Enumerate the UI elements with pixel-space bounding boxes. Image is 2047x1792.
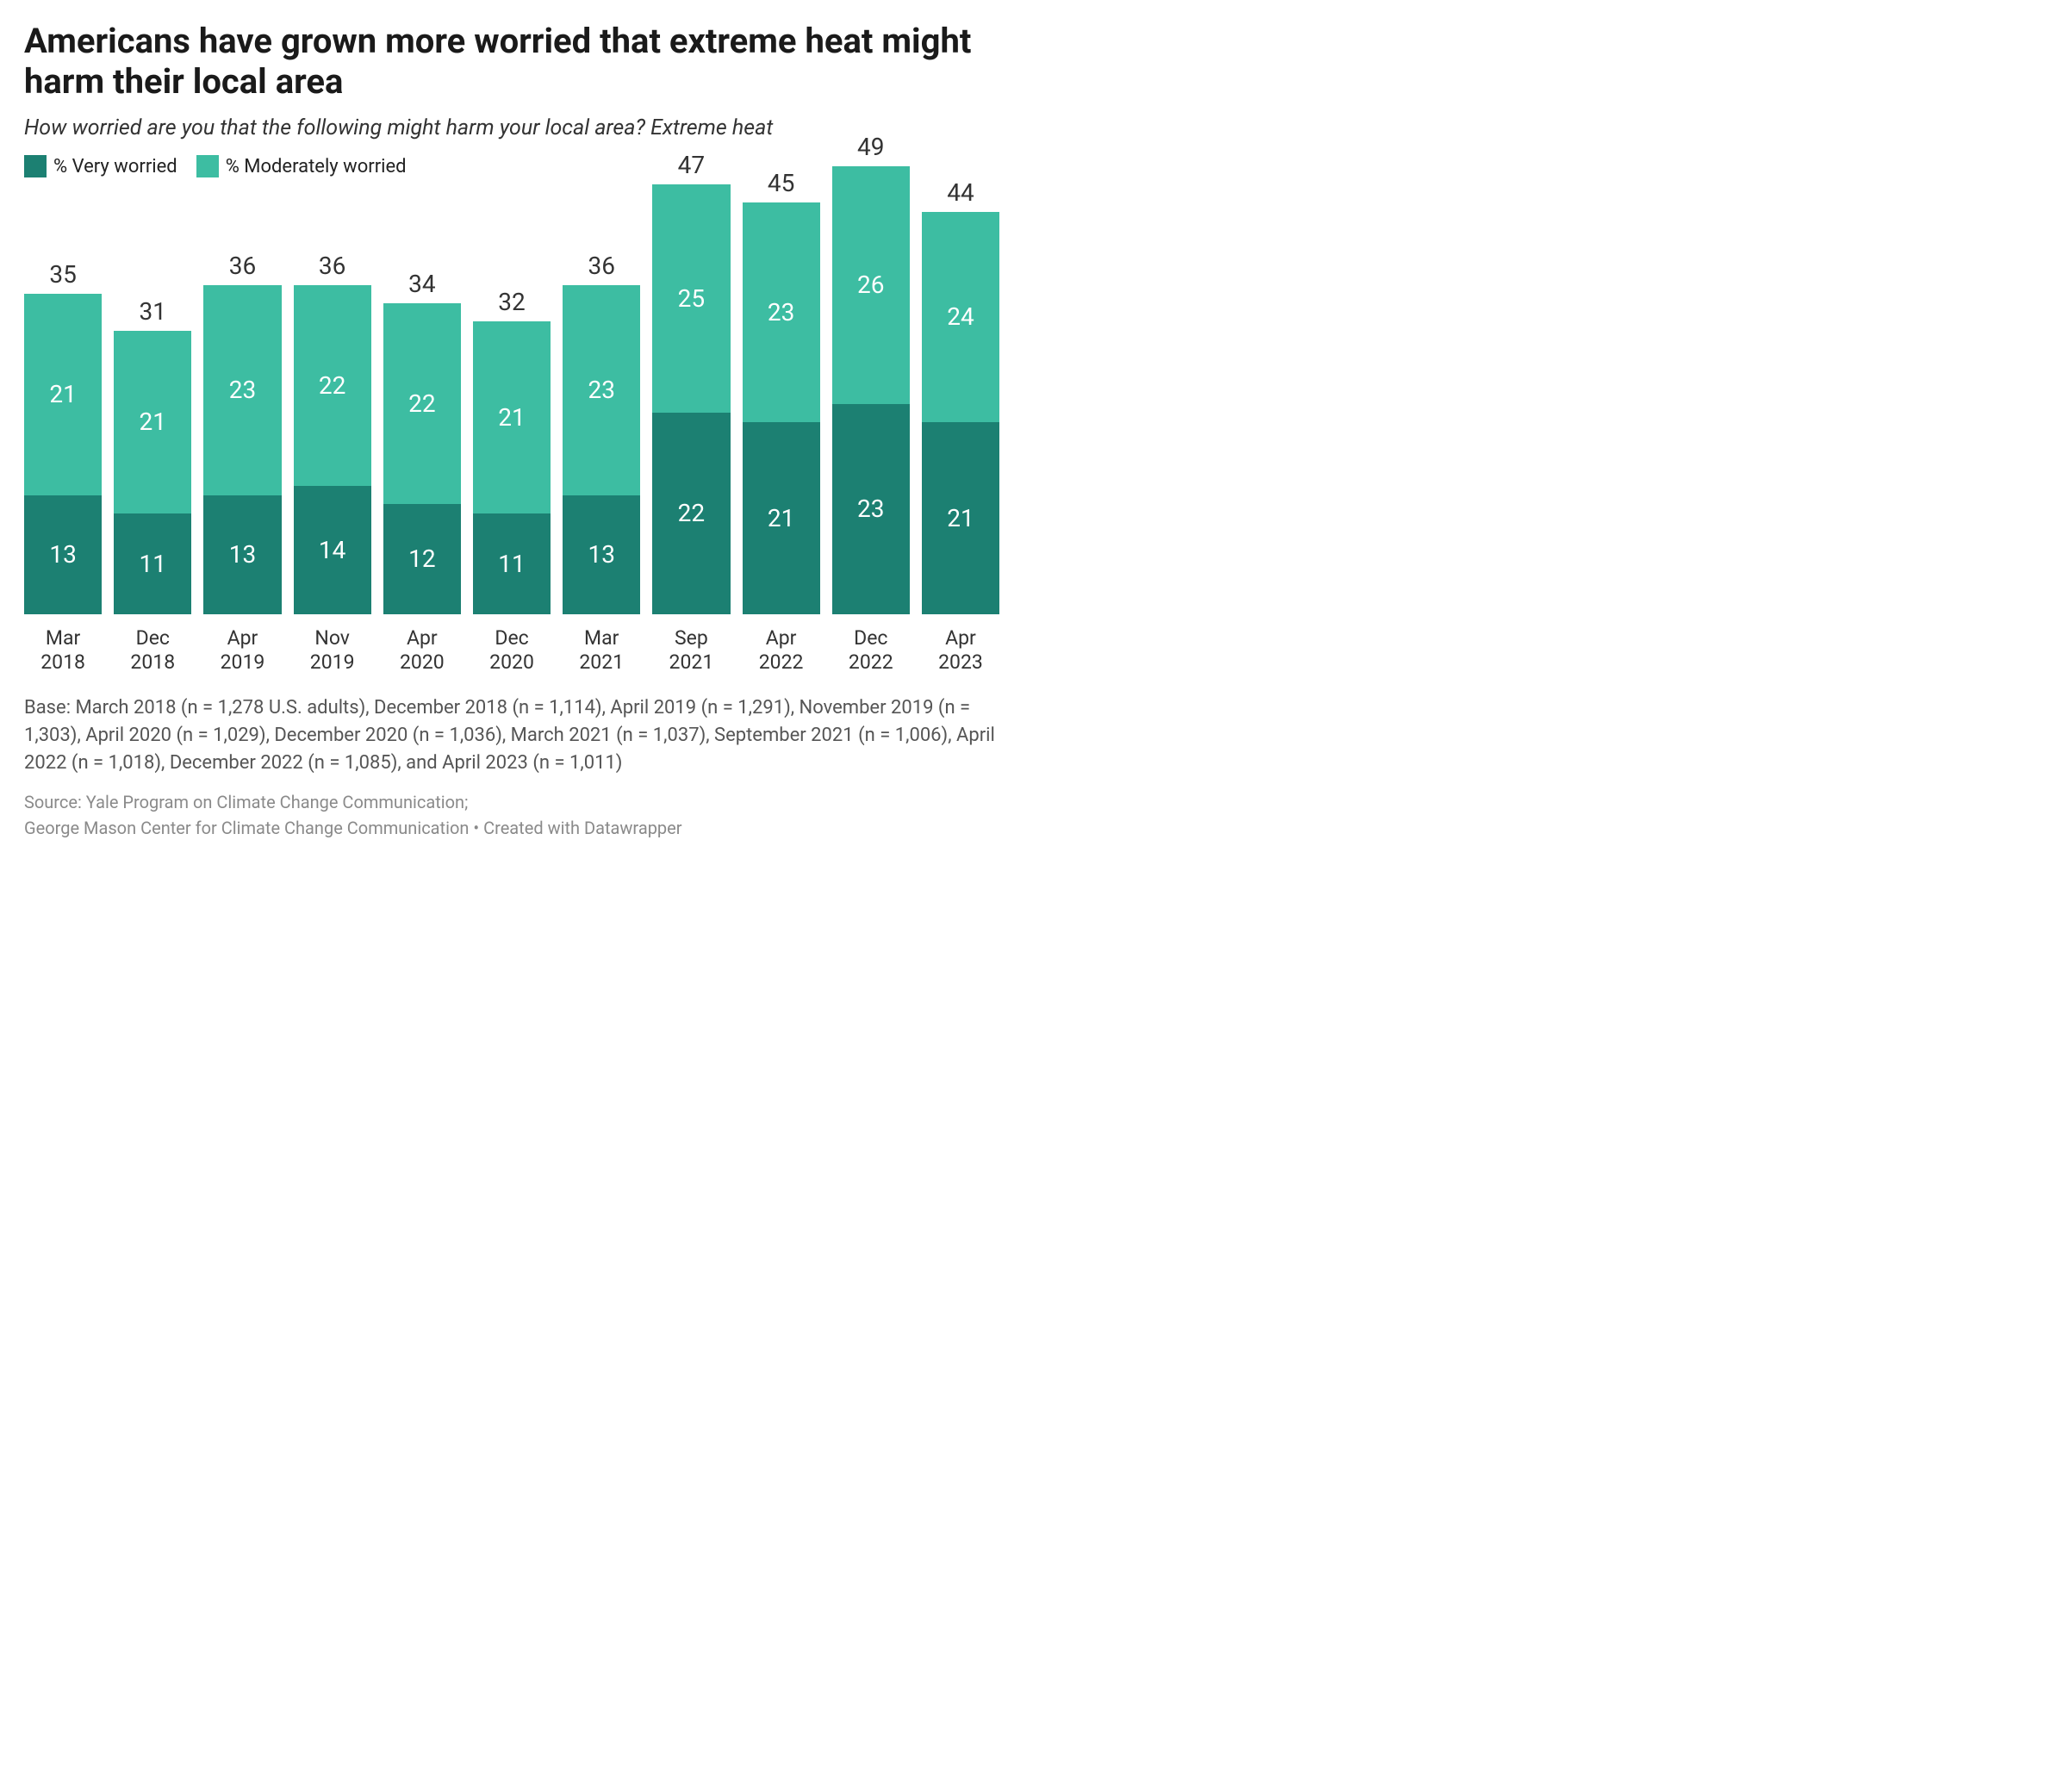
bar-total-label: 49 [832, 133, 910, 161]
swatch-moderately [196, 155, 219, 177]
bar-column: 34 2212 Apr 2020 [383, 270, 461, 675]
bar-column: 32 2111 Dec 2020 [473, 288, 551, 675]
bar-column: 36 2214 Nov 2019 [294, 252, 371, 676]
bar-total-label: 36 [203, 252, 281, 280]
base-note: Base: March 2018 (n = 1,278 U.S. adults)… [24, 694, 999, 777]
bar-column: 36 2313 Mar 2021 [563, 252, 640, 676]
bar-total-label: 32 [473, 288, 551, 316]
bar-column: 44 2421 Apr 2023 [922, 178, 999, 675]
bar-stack: 2313 [563, 285, 640, 614]
bar-stack: 2313 [203, 285, 281, 614]
bar-column: 45 2321 Apr 2022 [743, 169, 820, 675]
segment-very: 14 [294, 486, 371, 614]
segment-very: 12 [383, 504, 461, 613]
bar-column: 47 2522 Sep 2021 [652, 151, 730, 675]
swatch-very [24, 155, 47, 177]
bar-total-label: 31 [114, 297, 191, 326]
segment-moderately: 25 [652, 184, 730, 413]
x-axis-label: Apr 2023 [922, 626, 999, 676]
segment-moderately: 24 [922, 212, 999, 422]
segment-moderately: 23 [743, 202, 820, 422]
bar-total-label: 34 [383, 270, 461, 298]
chart-container: Americans have grown more worried that e… [0, 0, 1023, 865]
bar-total-label: 36 [563, 252, 640, 280]
segment-very: 21 [922, 422, 999, 614]
legend-label-very: % Very worried [53, 156, 177, 177]
bar-column: 35 2113 Mar 2018 [24, 260, 102, 675]
x-axis-label: Nov 2019 [294, 626, 371, 676]
x-axis-label: Dec 2022 [832, 626, 910, 676]
segment-moderately: 22 [383, 303, 461, 504]
x-axis-label: Apr 2022 [743, 626, 820, 676]
bar-total-label: 35 [24, 260, 102, 289]
segment-very: 11 [473, 513, 551, 614]
bar-stack: 2113 [24, 294, 102, 613]
legend-item-very: % Very worried [24, 155, 177, 177]
legend-item-moderately: % Moderately worried [196, 155, 407, 177]
bars-row: 352113Mar 2018312111Dec 2018362313Apr 20… [24, 184, 999, 675]
bar-stack: 2111 [114, 331, 191, 614]
segment-moderately: 23 [203, 285, 281, 495]
bar-column: 31 2111 Dec 2018 [114, 297, 191, 675]
x-axis-label: Dec 2020 [473, 626, 551, 676]
legend-label-moderately: % Moderately worried [226, 156, 407, 177]
bar-total-label: 36 [294, 252, 371, 280]
segment-very: 13 [563, 495, 640, 614]
x-axis-label: Sep 2021 [652, 626, 730, 676]
segment-moderately: 21 [473, 321, 551, 513]
bar-total-label: 47 [652, 151, 730, 179]
x-axis-label: Apr 2020 [383, 626, 461, 676]
segment-moderately: 26 [832, 166, 910, 404]
segment-moderately: 21 [24, 294, 102, 495]
chart-title: Americans have grown more worried that e… [24, 21, 999, 102]
x-axis-label: Apr 2019 [203, 626, 281, 676]
bar-stack: 2214 [294, 285, 371, 614]
segment-very: 13 [203, 495, 281, 614]
bar-stack: 2111 [473, 321, 551, 614]
source-line-2: George Mason Center for Climate Change C… [24, 815, 999, 841]
bar-column: 36 2313 Apr 2019 [203, 252, 281, 676]
bar-stack: 2212 [383, 303, 461, 614]
segment-moderately: 23 [563, 285, 640, 495]
bar-stack: 2522 [652, 184, 730, 614]
x-axis-label: Mar 2021 [563, 626, 640, 676]
segment-very: 11 [114, 513, 191, 614]
segment-moderately: 21 [114, 331, 191, 513]
segment-very: 23 [832, 404, 910, 614]
chart-plot: 352113Mar 2018312111Dec 2018362313Apr 20… [24, 184, 999, 675]
source-line-1: Source: Yale Program on Climate Change C… [24, 789, 999, 815]
segment-very: 22 [652, 413, 730, 613]
bar-stack: 2623 [832, 166, 910, 614]
bar-column: 49 2623 Dec 2022 [832, 133, 910, 676]
x-axis-label: Dec 2018 [114, 626, 191, 676]
segment-very: 13 [24, 495, 102, 614]
bar-stack: 2421 [922, 212, 999, 614]
bar-total-label: 44 [922, 178, 999, 207]
bar-stack: 2321 [743, 202, 820, 614]
x-axis-label: Mar 2018 [24, 626, 102, 676]
bar-total-label: 45 [743, 169, 820, 197]
segment-moderately: 22 [294, 285, 371, 486]
segment-very: 21 [743, 422, 820, 614]
